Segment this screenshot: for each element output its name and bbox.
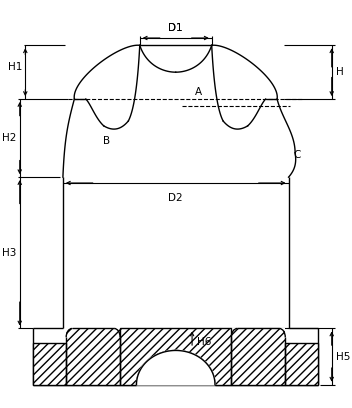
Text: A: A [195, 86, 202, 97]
Text: H2: H2 [2, 133, 17, 143]
Text: D1: D1 [168, 23, 183, 33]
Text: D2: D2 [168, 193, 183, 203]
Text: H1: H1 [8, 62, 22, 72]
Polygon shape [137, 350, 215, 385]
Bar [231, 328, 285, 385]
Text: H6: H6 [197, 337, 211, 347]
Bar [285, 343, 318, 385]
Bar [66, 328, 120, 385]
Text: D1: D1 [168, 23, 183, 33]
Bar [120, 328, 231, 385]
Text: B: B [103, 135, 111, 146]
Text: H3: H3 [2, 248, 17, 258]
Bar [33, 343, 66, 385]
Text: H5: H5 [336, 352, 350, 361]
Text: H: H [336, 67, 344, 77]
Text: H4: H4 [168, 363, 182, 373]
Text: C: C [294, 150, 301, 160]
Polygon shape [137, 350, 215, 385]
